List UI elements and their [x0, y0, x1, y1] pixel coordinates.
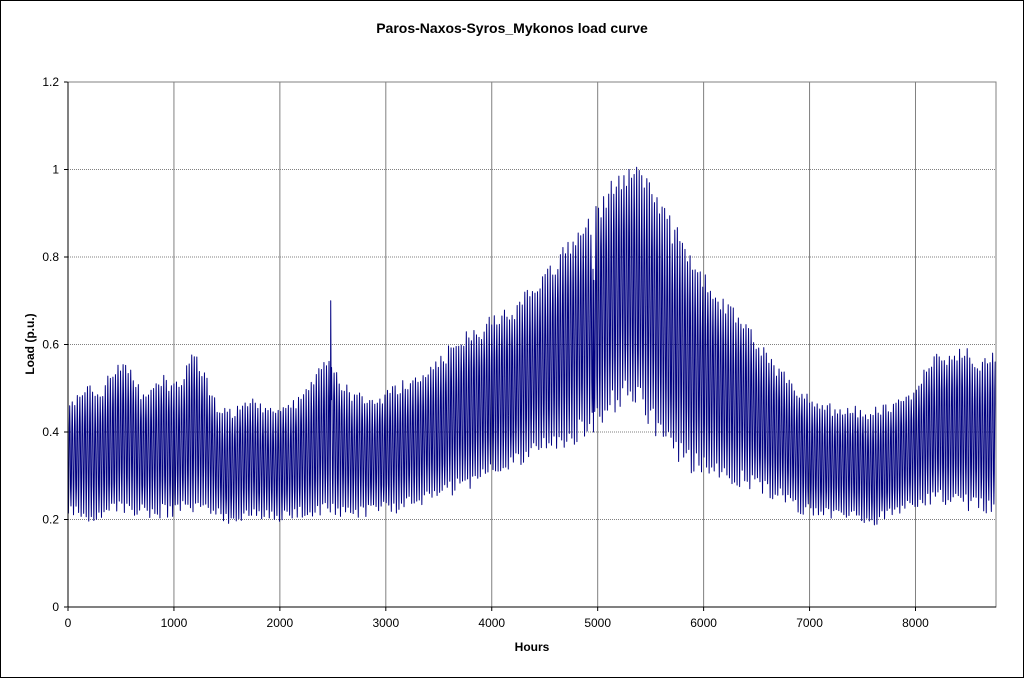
chart-title: Paros-Naxos-Syros_Mykonos load curve [376, 20, 648, 36]
x-tick-label: 3000 [372, 616, 399, 630]
y-tick-label: 0 [52, 600, 59, 614]
y-tick-label: 1.2 [42, 75, 59, 89]
series-layer [67, 166, 997, 526]
x-tick-label: 7000 [796, 616, 823, 630]
y-tick-label: 1 [52, 163, 59, 177]
y-tick-label: 0.2 [42, 513, 59, 527]
x-tick-label: 8000 [902, 616, 929, 630]
load-series-line [67, 166, 997, 526]
x-tick-label: 5000 [584, 616, 611, 630]
x-tick-label: 0 [65, 616, 72, 630]
x-axis-label: Hours [514, 640, 550, 654]
y-tick-label: 0.8 [42, 250, 59, 264]
x-tick-label: 6000 [690, 616, 717, 630]
x-tick-label: 2000 [267, 616, 294, 630]
ticks-layer: 0 1000 2000 3000 4000 5000 6000 7000 8000 0 0.2 0.4… [42, 75, 929, 630]
y-tick-label: 0.4 [42, 425, 59, 439]
x-tick-label: 1000 [161, 616, 188, 630]
y-tick-label: 0.6 [42, 338, 59, 352]
axes-layer [64, 81, 997, 611]
x-tick-label: 4000 [478, 616, 505, 630]
